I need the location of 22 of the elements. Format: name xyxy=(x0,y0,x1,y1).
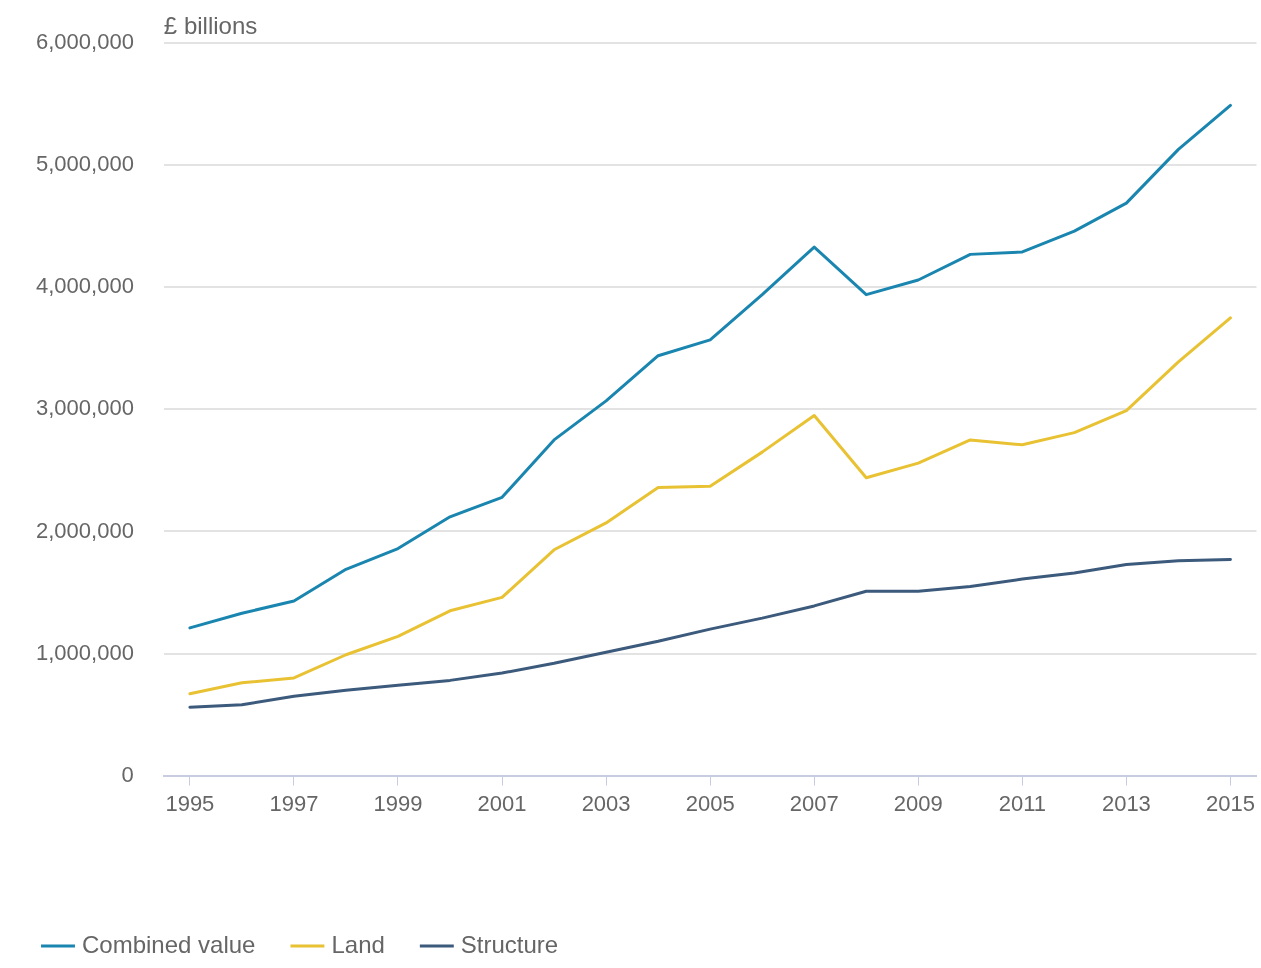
x-tick-label: 2001 xyxy=(477,790,527,816)
y-tick-label: 5,000,000 xyxy=(36,151,134,177)
x-tick-label: 2005 xyxy=(685,790,735,816)
legend-label: Structure xyxy=(460,930,559,958)
x-tick-label: 2015 xyxy=(1205,790,1255,816)
x-tick-label: 1995 xyxy=(165,790,215,816)
x-tick-label: 2009 xyxy=(893,790,943,816)
y-tick-label: 4,000,000 xyxy=(36,273,134,299)
legend-label: Combined value xyxy=(82,930,256,958)
y-tick-label: 3,000,000 xyxy=(36,395,134,421)
x-tick-label: 1999 xyxy=(373,790,423,816)
y-tick-label: 1,000,000 xyxy=(36,639,134,665)
legend-label: Land xyxy=(331,930,385,958)
x-tick-label: 2003 xyxy=(581,790,631,816)
y-tick-label: 0 xyxy=(121,761,134,787)
x-tick-label: 2007 xyxy=(789,790,839,816)
x-tick-label: 1997 xyxy=(269,790,319,816)
x-tick-label: 2013 xyxy=(1101,790,1151,816)
x-tick-label: 2011 xyxy=(998,790,1046,816)
y-tick-label: 2,000,000 xyxy=(36,517,134,543)
y-axis-title: £ billions xyxy=(163,11,258,39)
y-tick-label: 6,000,000 xyxy=(36,29,134,55)
